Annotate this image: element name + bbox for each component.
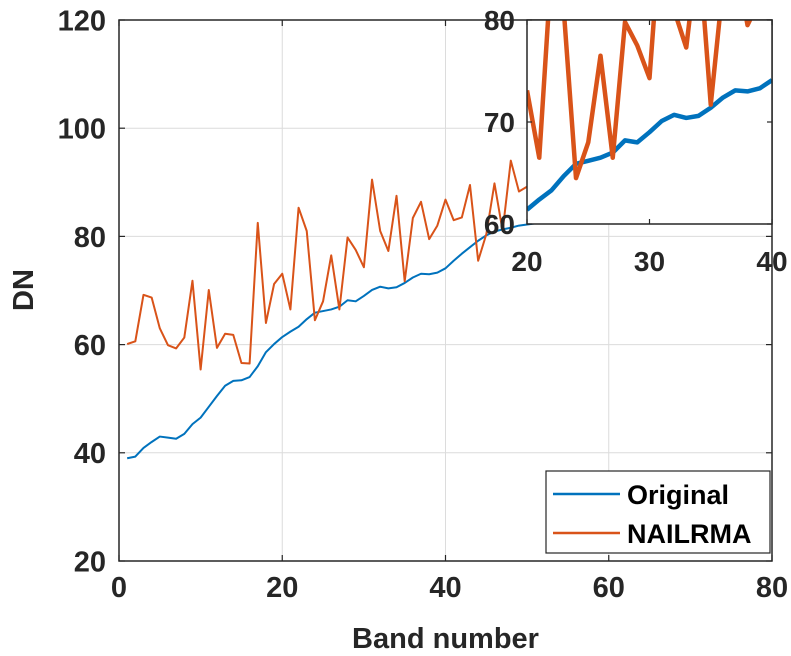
y-tick-label: 20: [74, 546, 106, 578]
x-tick-label: 40: [429, 572, 461, 604]
y-tick-label: 40: [74, 438, 106, 470]
y-tick-label: 70: [484, 107, 515, 138]
x-tick-label: 20: [266, 572, 298, 604]
y-tick-label: 60: [484, 209, 515, 240]
y-tick-label: 80: [74, 222, 106, 254]
x-tick-label: 60: [593, 572, 625, 604]
main-x-tick-labels: 0 20 40 60 80: [111, 572, 788, 604]
x-tick-label: 20: [511, 246, 542, 277]
series-line-series-1: [527, 20, 753, 181]
y-tick-label: 60: [74, 330, 106, 362]
y-tick-label: 100: [58, 114, 106, 146]
x-axis-label: Band number: [352, 623, 539, 655]
main-lines: [126, 159, 537, 460]
x-tick-label: 0: [111, 572, 127, 604]
legend-label-nailrma: NAILRMA: [627, 519, 751, 549]
inset-lines: [527, 20, 772, 212]
y-tick-label: 80: [484, 5, 515, 36]
legend: Original NAILRMA: [545, 470, 771, 554]
y-tick-label: 120: [58, 5, 106, 37]
legend-label-original: Original: [627, 480, 729, 510]
x-tick-label: 80: [756, 572, 788, 604]
y-axis-label: DN: [8, 269, 40, 311]
x-tick-label: 30: [634, 246, 665, 277]
inset-y-tick-labels: 60 70 80: [484, 5, 515, 240]
inset-ticks: [526, 19, 773, 225]
series-line-series-0: [527, 78, 772, 212]
x-tick-label: 40: [756, 246, 787, 277]
series-line-nailrma: [126, 159, 537, 371]
series-line-original: [126, 222, 536, 460]
main-y-tick-labels: 20 40 60 80 100 120: [58, 5, 106, 578]
legend-box: [545, 470, 771, 554]
inset-plot: 20 30 40 60 70 80: [484, 5, 788, 277]
inset-x-tick-labels: 20 30 40: [511, 246, 787, 277]
